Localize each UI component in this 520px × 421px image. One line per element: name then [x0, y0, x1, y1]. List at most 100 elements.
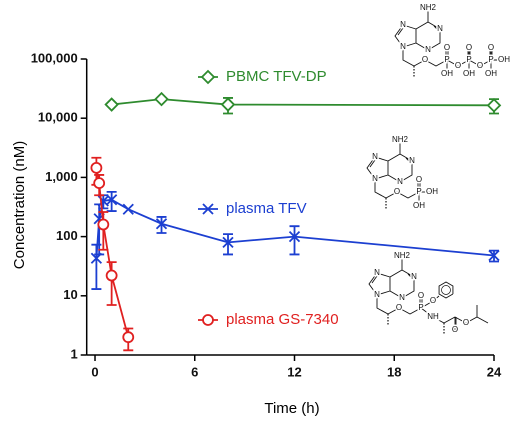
- legend-label: PBMC TFV-DP: [226, 68, 327, 85]
- marker: [220, 97, 236, 112]
- error-bar: [289, 225, 300, 256]
- atom-label: O: [463, 318, 469, 327]
- marker: [154, 91, 169, 107]
- phenyl-ring: [438, 281, 454, 299]
- atom-label: OH: [413, 201, 425, 210]
- atom-label: N: [400, 42, 406, 51]
- atom-label: NH: [427, 312, 439, 321]
- atom-label: N: [397, 177, 403, 186]
- atom-label: NH2: [392, 135, 409, 144]
- legend-label: plasma GS-7340: [226, 311, 339, 328]
- legend-marker: [202, 314, 214, 326]
- marker: [97, 218, 110, 231]
- marker: [106, 194, 118, 206]
- atom-label: O: [477, 61, 483, 70]
- atom-label: O: [455, 61, 461, 70]
- atom-label: N: [374, 290, 380, 299]
- atom-label: OH: [463, 69, 475, 78]
- marker: [222, 236, 234, 248]
- x-tick-label: 18: [387, 364, 401, 379]
- bond: [397, 27, 404, 36]
- atom-label: N: [372, 152, 378, 161]
- atom-label: N: [372, 174, 378, 183]
- bond: [407, 273, 413, 279]
- atom-label: O: [488, 43, 494, 52]
- atom-label: N: [399, 293, 405, 302]
- atom-label: O: [416, 175, 422, 184]
- atom-label: O: [422, 55, 428, 64]
- atom-label: N: [400, 20, 406, 29]
- atom-label: N: [409, 156, 415, 165]
- marker: [488, 249, 500, 262]
- marker: [288, 230, 301, 243]
- atom-label: OH: [441, 69, 453, 78]
- bond: [368, 272, 391, 296]
- x-tick-label: 0: [91, 364, 98, 379]
- x-tick-label: 12: [287, 364, 301, 379]
- atom-label: P: [416, 187, 421, 196]
- atom-label: P: [418, 303, 423, 312]
- marker: [93, 177, 106, 190]
- aromatic-circle: [441, 285, 451, 295]
- atom-label: N: [411, 272, 417, 281]
- error-bar: [106, 190, 117, 212]
- legend-marker: [200, 69, 216, 85]
- y-tick-label: 100,000: [31, 50, 78, 65]
- atom-label: O: [396, 303, 402, 312]
- atom-label: N: [425, 45, 431, 54]
- marker: [90, 161, 103, 174]
- atom-label: OH: [485, 69, 497, 78]
- atom-label: O: [394, 187, 400, 196]
- bond: [420, 295, 440, 309]
- marker: [122, 331, 135, 344]
- atom-label: OH: [426, 187, 438, 196]
- marker: [122, 203, 134, 215]
- legend-label: plasma TFV: [226, 200, 307, 217]
- bond: [374, 179, 420, 199]
- marker: [104, 97, 119, 112]
- y-tick-label: 100: [56, 228, 78, 243]
- marker: [90, 252, 103, 264]
- bond: [402, 47, 448, 67]
- atom-label: P: [444, 55, 449, 64]
- bond: [433, 25, 439, 31]
- bond: [366, 156, 389, 180]
- marker: [155, 218, 168, 230]
- error-bar: [106, 261, 117, 306]
- bond: [405, 157, 411, 163]
- atom-label: O: [418, 291, 424, 300]
- marker: [105, 269, 118, 282]
- atom-label: OH: [498, 55, 510, 64]
- x-axis-label: Time (h): [264, 400, 319, 417]
- bond: [446, 59, 504, 67]
- y-tick-label: 10: [63, 287, 77, 302]
- bond: [371, 275, 378, 284]
- y-tick-label: 1: [70, 346, 77, 361]
- y-tick-label: 1,000: [45, 169, 78, 184]
- atom-label: N: [437, 24, 443, 33]
- atom-label: O: [452, 325, 458, 334]
- y-tick-label: 10,000: [38, 110, 78, 125]
- atom-label: NH2: [420, 3, 437, 12]
- marker: [486, 98, 502, 113]
- atom-label: O: [466, 43, 472, 52]
- legend-marker: [202, 203, 214, 215]
- atom-label: N: [374, 268, 380, 277]
- bond: [394, 24, 417, 48]
- atom-label: O: [444, 43, 450, 52]
- atom-label: P: [488, 55, 493, 64]
- atom-label: NH2: [394, 251, 411, 260]
- series-line: [111, 98, 495, 107]
- y-axis-label: Concentration (nM): [11, 141, 28, 269]
- x-tick-label: 6: [191, 364, 198, 379]
- bond: [369, 159, 376, 168]
- atom-label: O: [430, 296, 436, 305]
- x-tick-label: 24: [487, 364, 502, 379]
- bond: [376, 295, 422, 315]
- error-bar: [223, 233, 234, 256]
- atom-label: P: [466, 55, 471, 64]
